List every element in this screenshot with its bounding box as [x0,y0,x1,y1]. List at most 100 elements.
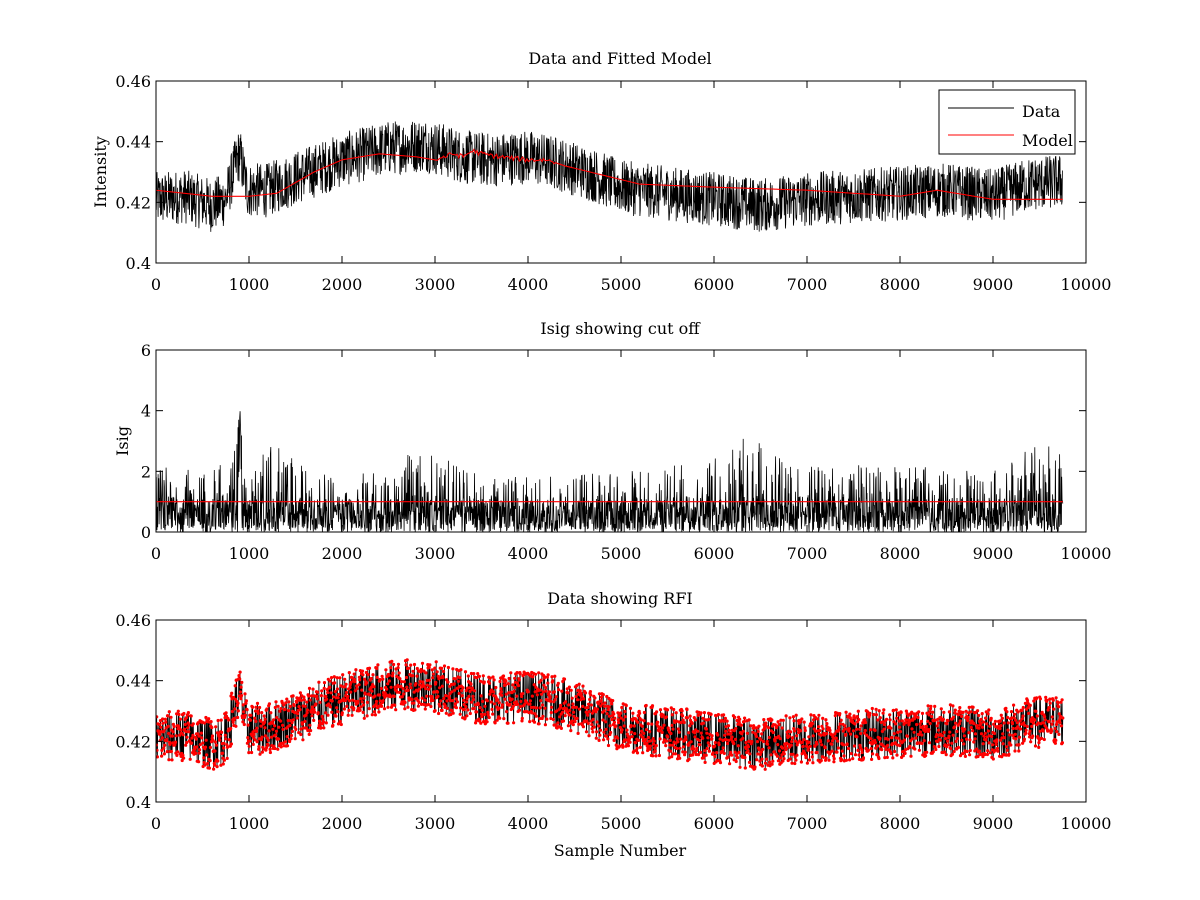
rfi-marker [398,677,402,681]
rfi-marker [476,702,480,707]
rfi-marker [811,761,815,765]
rfi-marker [957,722,962,726]
rfi-marker [855,715,859,719]
rfi-marker [707,717,711,721]
rfi-marker [332,719,336,724]
rfi-marker [889,751,893,756]
rfi-marker [880,748,884,752]
rfi-marker [693,731,697,735]
rfi-marker [415,666,419,671]
rfi-marker [881,720,885,724]
rfi-marker [639,718,643,722]
rfi-marker [305,700,309,704]
rfi-marker [899,710,903,715]
rfi-marker [465,697,469,701]
rfi-marker [238,690,242,694]
rfi-marker [468,711,472,716]
rfi-marker [990,734,994,739]
rfi-marker [255,726,259,730]
rfi-marker [470,686,474,690]
rfi-marker [1001,742,1005,746]
x-tick-label: 2000 [322,544,363,563]
rfi-marker [482,680,486,684]
rfi-marker [551,679,555,683]
rfi-marker [1060,741,1064,745]
rfi-marker [285,744,290,748]
rfi-marker [569,688,573,692]
rfi-marker [383,695,387,699]
rfi-marker [1054,722,1059,727]
rfi-marker [377,704,381,709]
rfi-marker [252,732,256,737]
rfi-marker [361,673,365,677]
rfi-marker [256,709,260,713]
rfi-marker [539,692,544,696]
rfi-marker [933,718,938,722]
rfi-marker [910,727,914,731]
rfi-marker [648,747,652,751]
rfi-marker [614,724,618,728]
rfi-marker [202,761,206,765]
rfi-marker [169,749,173,754]
rfi-marker [563,714,567,718]
rfi-marker [708,744,712,748]
rfi-marker [629,730,634,734]
rfi-marker [515,681,520,685]
rfi-marker [660,730,664,735]
rfi-marker [216,718,220,723]
rfi-marker [198,748,202,752]
rfi-marker [671,727,675,731]
rfi-marker [259,719,263,723]
rfi-marker [666,735,670,739]
rfi-marker [903,748,908,752]
rfi-marker [882,727,886,731]
rfi-marker [371,673,375,677]
rfi-marker [581,725,586,729]
rfi-marker [222,746,226,750]
rfi-marker [724,738,729,742]
rfi-marker [236,709,240,713]
rfi-marker [230,691,234,695]
rfi-marker [453,688,457,692]
rfi-marker [971,729,975,733]
rfi-marker [966,719,970,723]
rfi-marker [213,749,217,753]
rfi-marker [836,739,840,743]
rfi-marker [518,672,522,676]
rfi-marker [947,710,952,714]
rfi-marker [286,718,290,723]
rfi-marker [239,694,244,698]
rfi-marker [417,700,421,705]
rfi-marker [229,694,233,698]
rfi-marker [734,759,738,764]
rfi-marker [802,720,806,724]
rfi-marker [598,733,602,737]
rfi-marker [243,713,247,717]
rfi-marker [519,699,523,704]
rfi-marker [353,689,357,693]
rfi-marker [454,706,458,710]
rfi-marker [1002,721,1006,725]
rfi-marker [954,721,958,725]
rfi-marker [608,724,612,728]
rfi-marker [722,719,726,723]
rfi-marker [951,704,955,708]
rfi-marker [612,712,616,716]
rfi-marker [543,723,548,727]
rfi-marker [258,705,262,710]
rfi-marker [171,730,175,734]
rfi-marker [404,675,409,680]
rfi-marker [710,734,714,738]
rfi-marker [359,705,363,709]
rfi-marker [669,706,673,710]
rfi-marker [430,668,434,672]
rfi-marker [594,710,598,714]
rfi-marker [758,759,762,763]
rfi-marker [938,738,942,742]
x-tick-label: 6000 [694,275,735,294]
rfi-marker [478,679,483,683]
rfi-marker [942,710,946,715]
rfi-marker [1039,736,1044,741]
rfi-marker [215,765,219,769]
